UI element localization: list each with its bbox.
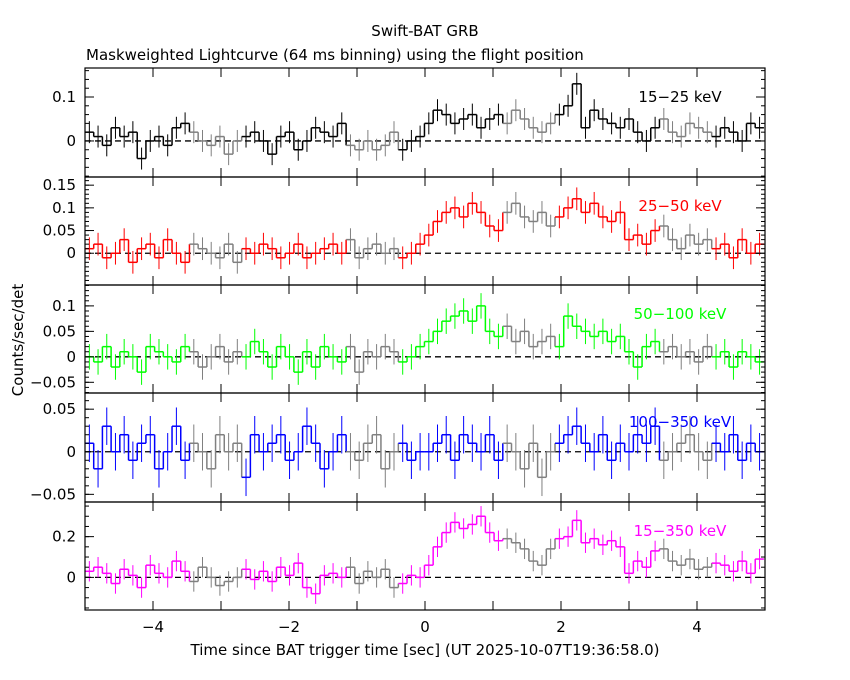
panel-15-350-kev: 0 0.2 15−350 keV (52, 501, 766, 611)
y-tick-label: 0.05 (43, 222, 76, 240)
y-tick-label: 0.15 (43, 176, 76, 194)
y-tick-label: −0.05 (30, 485, 76, 503)
y-tick-label: 0 (66, 244, 76, 262)
chart-title: Swift-BAT GRB (371, 22, 478, 40)
y-tick-label: 0 (66, 348, 76, 366)
y-tick-label: 0.1 (52, 199, 76, 217)
panel-25-50-kev: 0 0.05 0.1 0.15 25−50 keV (43, 176, 766, 286)
band-label: 15−350 keV (634, 522, 727, 540)
panel-100-350-kev: −0.05 0 0.05 100−350 keV (30, 392, 766, 503)
panel-frame (84, 176, 766, 286)
y-tick-label: 0.1 (52, 88, 76, 106)
x-tick-label: −4 (142, 618, 164, 636)
y-tick-label: 0.05 (43, 400, 76, 418)
panel-50-100-kev: −0.05 0 0.05 0.1 50−100 keV (30, 284, 766, 394)
chart-subtitle: Maskweighted Lightcurve (64 ms binning) … (86, 46, 584, 64)
y-tick-label: 0.1 (52, 297, 76, 315)
panel-frame (84, 501, 766, 611)
x-tick-label: −2 (278, 618, 300, 636)
y-tick-label: 0.05 (43, 322, 76, 340)
panel-frame (84, 284, 766, 394)
y-tick-label: −0.05 (30, 373, 76, 391)
panel-frame (84, 392, 766, 503)
x-tick-label: 4 (692, 618, 702, 636)
y-tick-label: 0.2 (52, 528, 76, 546)
x-tick-label: 2 (556, 618, 566, 636)
panel-15-25-kev: 0 0.1 15−25 keV (52, 67, 766, 178)
y-tick-label: 0 (66, 443, 76, 461)
band-label: 50−100 keV (634, 305, 727, 323)
x-axis-label: Time since BAT trigger time [sec] (UT 20… (190, 641, 660, 659)
y-tick-label: 0 (66, 568, 76, 586)
y-axis-label: Counts/sec/det (9, 284, 27, 397)
band-label: 15−25 keV (638, 88, 722, 106)
x-tick-label: 0 (420, 618, 430, 636)
band-label: 25−50 keV (638, 197, 722, 215)
band-label: 100−350 keV (629, 413, 732, 431)
panel-frame (84, 67, 766, 178)
y-tick-label: 0 (66, 132, 76, 150)
